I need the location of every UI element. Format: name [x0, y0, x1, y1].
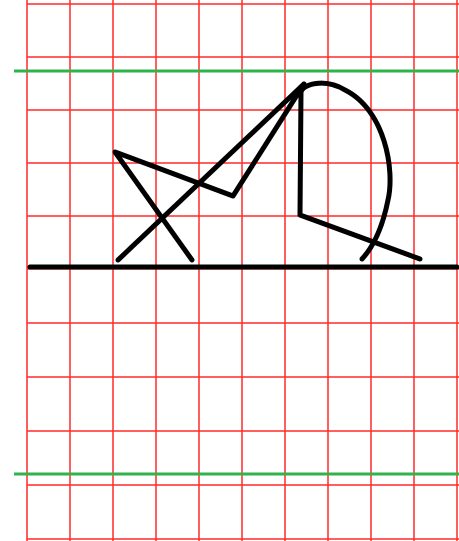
guide-lines [14, 69, 459, 476]
x-loop-stroke [112, 81, 307, 263]
ink-strokes [27, 80, 459, 270]
d-shape-stroke [297, 80, 423, 262]
long-diagonal-stroke [115, 81, 307, 263]
grid-lines [26, 0, 459, 541]
